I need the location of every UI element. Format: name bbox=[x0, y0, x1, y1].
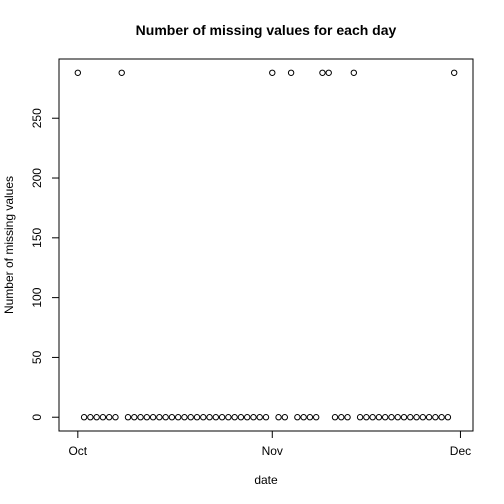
y-axis: 0 50 100 150 200 250 bbox=[30, 108, 60, 421]
data-point bbox=[193, 414, 201, 421]
chart-title: Number of missing values for each day bbox=[136, 22, 397, 38]
data-point bbox=[93, 414, 100, 421]
data-point bbox=[225, 414, 232, 421]
y-tick-label: 50 bbox=[30, 350, 44, 364]
data-point bbox=[294, 414, 301, 421]
data-point bbox=[218, 414, 226, 421]
data-point bbox=[131, 414, 138, 421]
data-point bbox=[74, 69, 82, 76]
y-tick-label: 100 bbox=[30, 287, 44, 307]
data-point bbox=[394, 414, 401, 421]
x-axis-label: date bbox=[254, 473, 278, 487]
data-point bbox=[250, 414, 257, 421]
data-point bbox=[281, 414, 289, 421]
data-point bbox=[369, 414, 376, 421]
plot-frame bbox=[58, 58, 474, 432]
data-point bbox=[419, 414, 427, 421]
data-point bbox=[400, 414, 408, 421]
data-point bbox=[269, 69, 276, 76]
x-tick-label: Nov bbox=[262, 444, 283, 458]
data-point bbox=[212, 414, 220, 421]
data-point bbox=[338, 414, 345, 421]
data-point bbox=[331, 414, 339, 421]
data-point bbox=[438, 414, 445, 421]
data-point bbox=[407, 414, 414, 421]
data-point bbox=[105, 414, 113, 421]
y-tick-label: 200 bbox=[30, 168, 44, 188]
data-point bbox=[381, 414, 389, 421]
x-axis: Oct Nov Dec bbox=[68, 430, 471, 458]
data-point bbox=[112, 414, 119, 421]
data-point bbox=[137, 414, 144, 421]
y-tick-label: 250 bbox=[30, 108, 44, 128]
y-tick-label: 150 bbox=[30, 227, 44, 247]
data-point bbox=[450, 69, 458, 76]
data-point bbox=[87, 414, 94, 421]
data-point bbox=[375, 414, 383, 421]
data-point bbox=[243, 414, 251, 421]
data-point bbox=[124, 414, 132, 421]
data-point bbox=[99, 414, 107, 421]
data-point bbox=[80, 414, 88, 421]
data-point bbox=[344, 414, 351, 421]
data-point bbox=[425, 414, 433, 421]
data-point bbox=[237, 414, 245, 421]
data-point bbox=[363, 414, 370, 421]
data-point bbox=[168, 414, 176, 421]
data-point bbox=[350, 69, 358, 76]
data-point bbox=[143, 414, 151, 421]
data-point bbox=[413, 414, 420, 421]
data-point bbox=[356, 414, 364, 421]
data-point bbox=[162, 414, 169, 421]
data-point bbox=[300, 414, 307, 421]
data-point bbox=[444, 414, 452, 421]
data-point bbox=[312, 414, 320, 421]
x-tick-label: Dec bbox=[450, 444, 471, 458]
data-points bbox=[74, 69, 458, 421]
data-point bbox=[325, 69, 332, 76]
data-point bbox=[156, 414, 163, 421]
data-point bbox=[187, 414, 194, 421]
data-point bbox=[256, 414, 263, 421]
y-axis-label: Number of missing values bbox=[2, 176, 16, 314]
data-point bbox=[275, 414, 282, 421]
data-point bbox=[174, 414, 182, 421]
data-point bbox=[319, 69, 326, 76]
data-point bbox=[432, 414, 439, 421]
data-point bbox=[306, 414, 314, 421]
data-point bbox=[118, 69, 125, 76]
data-point bbox=[181, 414, 188, 421]
data-point bbox=[206, 414, 213, 421]
data-point bbox=[200, 414, 207, 421]
data-point bbox=[287, 69, 295, 76]
data-point bbox=[388, 414, 395, 421]
data-point bbox=[262, 414, 270, 421]
data-point bbox=[149, 414, 157, 421]
x-tick-label: Oct bbox=[68, 444, 87, 458]
y-tick-label: 0 bbox=[30, 414, 44, 421]
data-point bbox=[231, 414, 238, 421]
